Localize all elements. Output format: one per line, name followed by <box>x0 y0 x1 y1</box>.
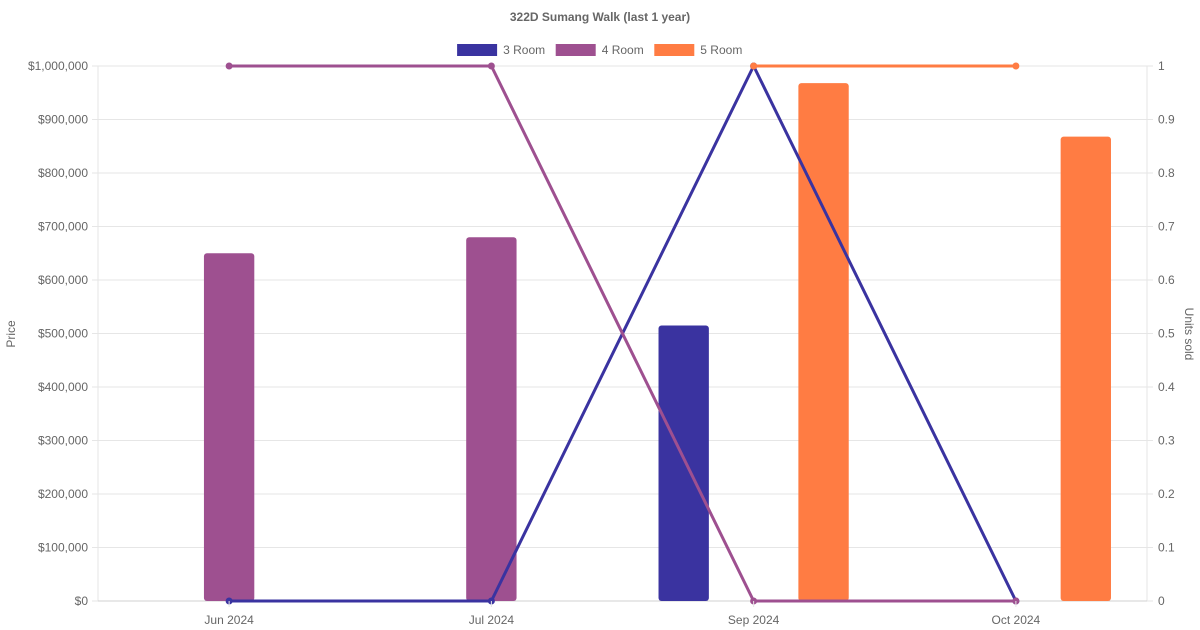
left-tick-label: $400,000 <box>38 380 88 394</box>
line-4-room <box>229 64 1016 603</box>
left-tick-label: $900,000 <box>38 113 88 127</box>
left-tick-label: $300,000 <box>38 434 88 448</box>
legend-item-3-room[interactable]: 3 Room <box>457 43 545 57</box>
point-5-room[interactable] <box>750 62 758 70</box>
right-tick-label: 0.4 <box>1158 380 1175 394</box>
point-4-room[interactable] <box>225 62 233 70</box>
legend[interactable]: 3 Room 4 Room 5 Room <box>457 43 742 57</box>
right-tick-label: 0.2 <box>1158 487 1175 501</box>
units-lines <box>225 62 1020 605</box>
right-tick-label: 0 <box>1158 594 1165 608</box>
left-axis-title: Price <box>4 320 18 348</box>
left-tick-label: $1,000,000 <box>28 59 88 73</box>
legend-swatch <box>555 44 596 56</box>
right-tick-label: 0.8 <box>1158 166 1175 180</box>
legend-label: 3 Room <box>503 43 545 57</box>
right-tick-label: 0.5 <box>1158 327 1175 341</box>
point-4-room[interactable] <box>487 62 495 70</box>
legend-item-4-room[interactable]: 4 Room <box>555 43 644 57</box>
legend-item-5-room[interactable]: 5 Room <box>654 43 742 57</box>
left-tick-label: $0 <box>75 594 89 608</box>
bar-5-room[interactable] <box>798 83 849 602</box>
x-tick-label: Jun 2024 <box>204 613 254 627</box>
bar-5-room[interactable] <box>1060 136 1111 601</box>
point-5-room[interactable] <box>1012 62 1020 70</box>
right-tick-label: 0.7 <box>1158 220 1175 234</box>
right-tick-label: 0.6 <box>1158 273 1175 287</box>
right-tick-label: 1 <box>1158 59 1165 73</box>
left-tick-label: $500,000 <box>38 327 88 341</box>
right-tick-label: 0.1 <box>1158 541 1175 555</box>
right-axis: 0 0.1 0.2 0.3 0.4 0.5 0.6 0.7 0.8 0.9 1 <box>1147 59 1175 608</box>
left-tick-label: $700,000 <box>38 220 88 234</box>
x-axis: Jun 2024 Jul 2024 Sep 2024 Oct 2024 <box>204 601 1041 627</box>
bar-4-room[interactable] <box>203 253 255 601</box>
left-tick-label: $100,000 <box>38 541 88 555</box>
left-tick-label: $200,000 <box>38 487 88 501</box>
right-tick-label: 0.9 <box>1158 113 1175 127</box>
legend-label: 5 Room <box>700 43 742 57</box>
legend-swatch <box>654 44 695 56</box>
x-tick-label: Oct 2024 <box>992 613 1041 627</box>
x-tick-label: Jul 2024 <box>469 613 515 627</box>
x-tick-label: Sep 2024 <box>728 613 780 627</box>
chart-title: 322D Sumang Walk (last 1 year) <box>510 10 690 24</box>
right-axis-title: Units sold <box>1182 308 1196 361</box>
bar-3-room[interactable] <box>658 325 709 601</box>
left-axis: $0 $100,000 $200,000 $300,000 $400,000 $500,0… <box>28 59 98 608</box>
left-tick-label: $600,000 <box>38 273 88 287</box>
price-bars <box>203 83 1111 602</box>
left-tick-label: $800,000 <box>38 166 88 180</box>
legend-label: 4 Room <box>602 43 644 57</box>
legend-swatch <box>457 44 498 56</box>
bar-4-room[interactable] <box>466 237 517 601</box>
right-tick-label: 0.3 <box>1158 434 1175 448</box>
